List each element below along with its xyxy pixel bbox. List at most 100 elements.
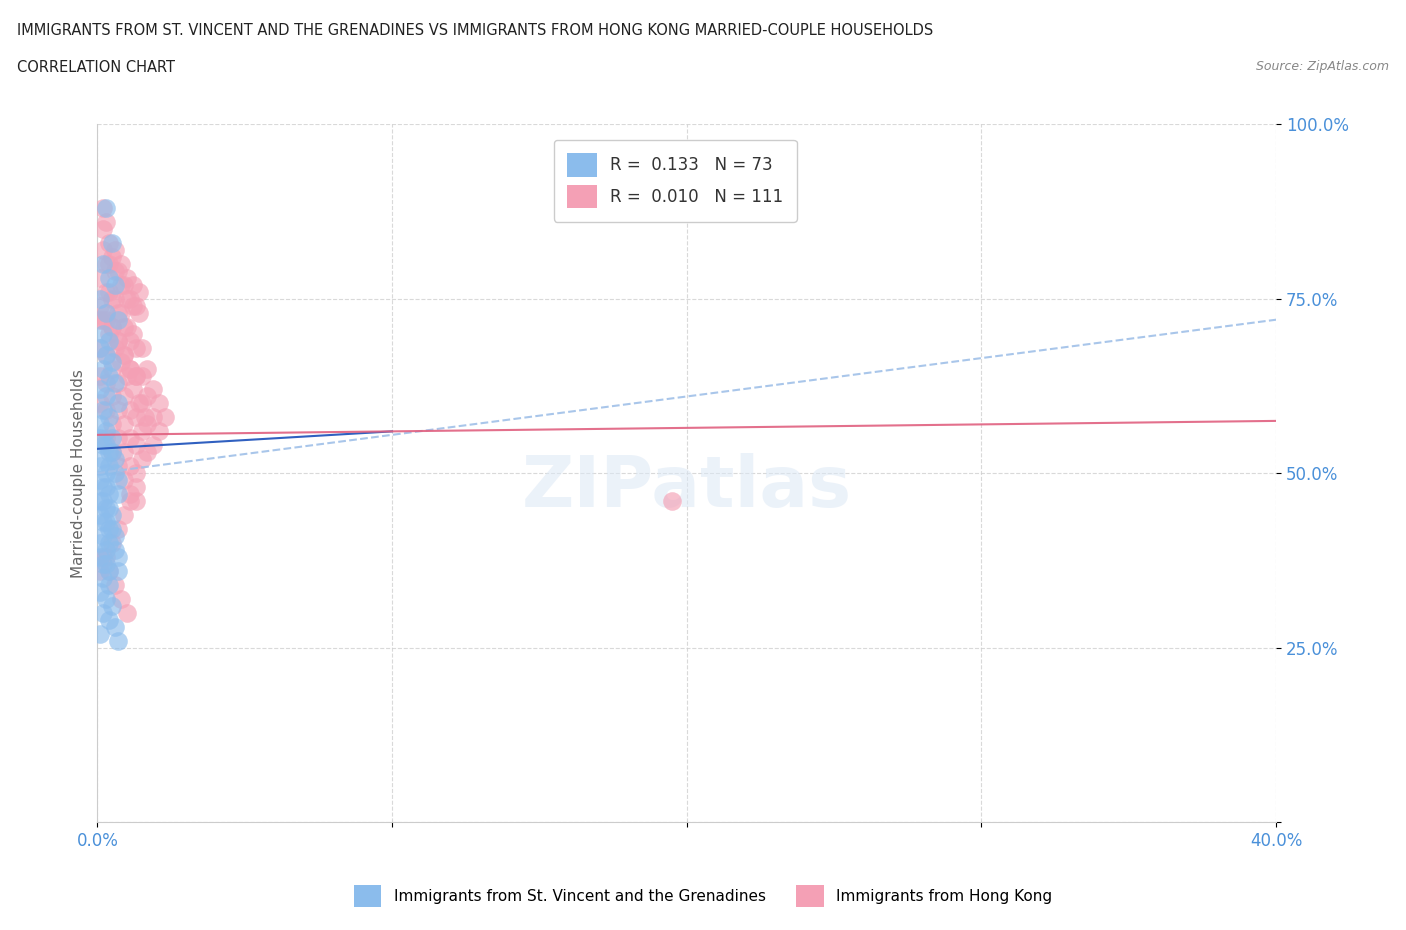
Point [118, 291, 141, 306]
Point [115, 271, 138, 286]
Point [89, 340, 111, 355]
Point [136, 361, 159, 376]
Point [101, 445, 124, 459]
Point [124, 438, 146, 453]
Point [89, 417, 111, 432]
Point [128, 396, 150, 411]
Point [98, 458, 121, 473]
Point [91, 452, 114, 467]
Point [131, 396, 153, 411]
Point [107, 375, 129, 390]
Point [96, 375, 118, 390]
Point [110, 305, 132, 320]
Point [98, 271, 121, 286]
Point [89, 584, 111, 599]
Point [96, 431, 118, 445]
Point [89, 564, 111, 578]
Point [96, 305, 118, 320]
Point [112, 445, 135, 459]
Point [89, 626, 111, 641]
Point [98, 486, 121, 501]
Point [107, 458, 129, 473]
Point [112, 508, 135, 523]
Point [98, 445, 121, 459]
Point [115, 368, 138, 383]
Point [124, 494, 146, 509]
Point [131, 340, 153, 355]
Point [118, 458, 141, 473]
Point [115, 319, 138, 334]
Point [96, 389, 118, 404]
Point [101, 361, 124, 376]
Point [89, 340, 111, 355]
Point [96, 550, 118, 565]
Point [98, 410, 121, 425]
Point [121, 277, 143, 292]
Point [89, 508, 111, 523]
Point [91, 556, 114, 571]
Point [91, 494, 114, 509]
Point [131, 452, 153, 467]
Point [124, 340, 146, 355]
Text: CORRELATION CHART: CORRELATION CHART [17, 60, 174, 75]
Point [101, 319, 124, 334]
Point [98, 536, 121, 551]
Point [96, 305, 118, 320]
Point [91, 361, 114, 376]
Point [121, 299, 143, 313]
Point [104, 619, 127, 634]
Point [131, 424, 153, 439]
Point [112, 472, 135, 487]
Point [96, 438, 118, 453]
Point [98, 564, 121, 578]
Point [110, 591, 132, 606]
Point [89, 368, 111, 383]
Point [104, 340, 127, 355]
Y-axis label: Married-couple Households: Married-couple Households [72, 369, 86, 578]
Point [121, 326, 143, 341]
Point [91, 326, 114, 341]
Point [101, 235, 124, 250]
Point [104, 291, 127, 306]
Point [112, 347, 135, 362]
Point [96, 466, 118, 481]
Point [101, 354, 124, 369]
Point [107, 403, 129, 418]
Point [96, 403, 118, 418]
Point [89, 271, 111, 286]
Point [110, 277, 132, 292]
Point [142, 438, 165, 453]
Point [124, 466, 146, 481]
Point [101, 389, 124, 404]
Point [107, 333, 129, 348]
Point [98, 257, 121, 272]
Point [124, 299, 146, 313]
Point [91, 403, 114, 418]
Point [91, 438, 114, 453]
Point [91, 201, 114, 216]
Point [89, 458, 111, 473]
Text: ZIPatlas: ZIPatlas [522, 453, 852, 522]
Point [98, 564, 121, 578]
Point [136, 389, 159, 404]
Point [101, 522, 124, 537]
Point [118, 494, 141, 509]
Point [101, 598, 124, 613]
Point [110, 257, 132, 272]
Point [96, 591, 118, 606]
Point [101, 431, 124, 445]
Point [91, 221, 114, 236]
Point [101, 319, 124, 334]
Point [91, 550, 114, 565]
Point [89, 536, 111, 551]
Legend: R =  0.133   N = 73, R =  0.010   N = 111: R = 0.133 N = 73, R = 0.010 N = 111 [554, 140, 797, 221]
Point [112, 389, 135, 404]
Point [107, 522, 129, 537]
Point [96, 556, 118, 571]
Point [101, 445, 124, 459]
Point [96, 201, 118, 216]
Point [91, 570, 114, 585]
Point [96, 542, 118, 557]
Point [91, 480, 114, 495]
Point [107, 333, 129, 348]
